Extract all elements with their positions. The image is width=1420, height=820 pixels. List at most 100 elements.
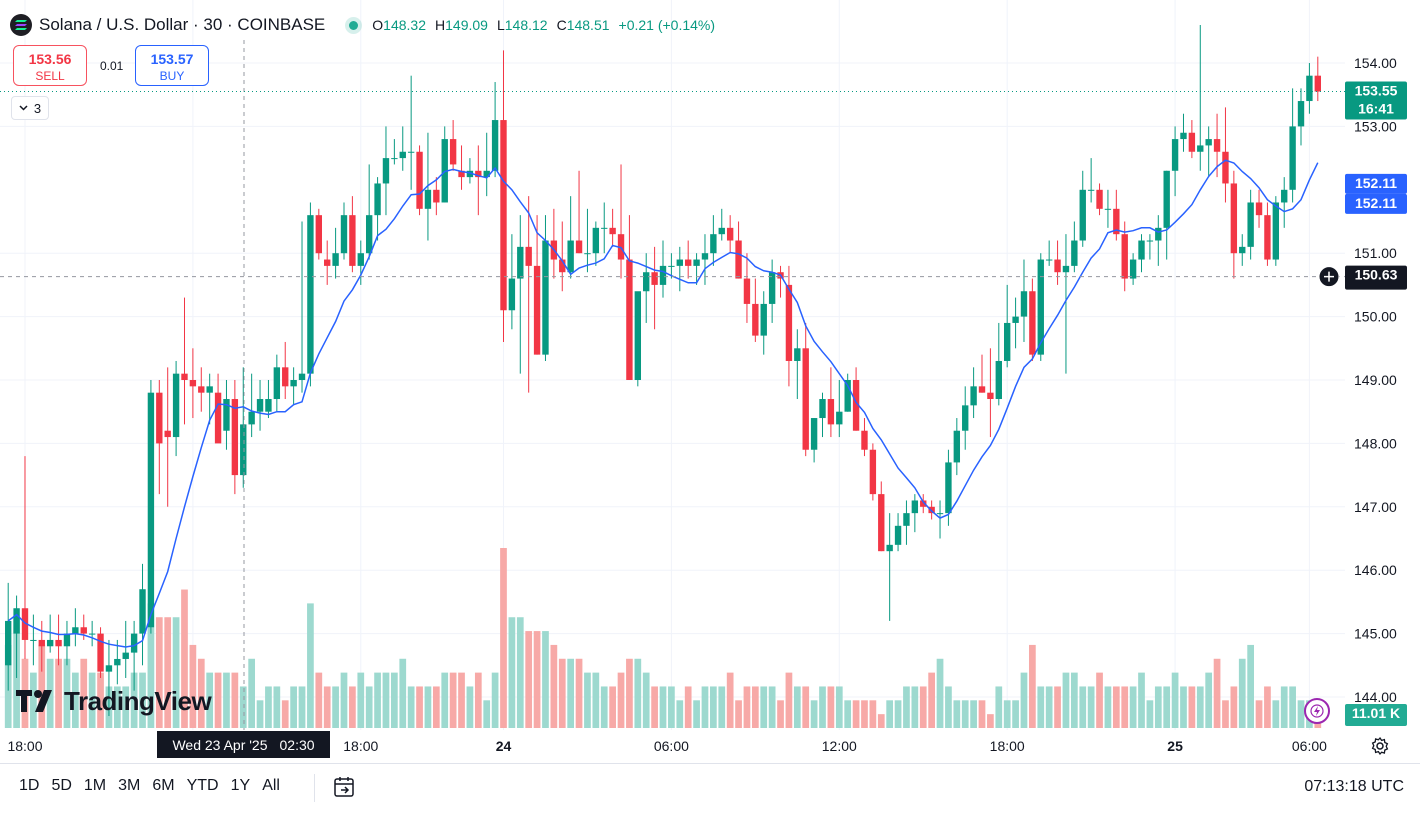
sell-button[interactable]: 153.56 SELL: [13, 45, 87, 86]
price-tick-label: 149.00: [1354, 372, 1397, 388]
candle-body: [701, 253, 709, 260]
volume-bar: [1272, 700, 1280, 728]
volume-bar: [718, 686, 726, 728]
range-button-ytd[interactable]: YTD: [186, 777, 219, 794]
range-button-3m[interactable]: 3M: [118, 777, 141, 794]
volume-bar: [449, 672, 457, 728]
candle-body: [533, 265, 541, 355]
tradingview-logo[interactable]: TradingView: [16, 686, 212, 716]
candle-body: [936, 513, 944, 515]
volume-bar: [307, 603, 314, 728]
candle-body: [122, 652, 129, 659]
volume-bar: [273, 686, 281, 728]
candle-body: [206, 386, 213, 393]
volume-bar: [508, 617, 516, 728]
range-button-5d[interactable]: 5D: [51, 777, 72, 794]
volume-bar: [466, 686, 474, 728]
candle-body: [214, 392, 222, 444]
candle-body: [340, 215, 348, 254]
volume-bar: [626, 658, 633, 728]
indicators-toggle[interactable]: 3: [11, 96, 49, 120]
volume-bar: [155, 617, 163, 728]
candle-body: [920, 500, 927, 507]
candle-body: [852, 380, 860, 431]
symbol-title[interactable]: Solana / U.S. Dollar · 30 · COINBASE: [39, 15, 326, 34]
date-range-buttons: 1D 5D 1M 3M 6M YTD 1Y All: [13, 777, 286, 795]
calendar-goto-icon[interactable]: [332, 775, 356, 804]
candle-body: [760, 303, 767, 336]
price-tick-label: 144.00: [1354, 689, 1397, 705]
candle-body: [1205, 139, 1212, 146]
range-button-1m[interactable]: 1M: [83, 777, 107, 794]
candle-body: [1087, 189, 1095, 191]
range-button-1d[interactable]: 1D: [19, 777, 40, 794]
volume-bar: [63, 658, 71, 728]
volume-bar: [835, 686, 843, 728]
candle-body: [63, 633, 71, 647]
volume-bar: [852, 700, 860, 728]
volume-bar: [483, 700, 491, 728]
time-tick-label: 18:00: [7, 738, 42, 754]
volume-bar: [1280, 686, 1288, 728]
volume-bar: [432, 686, 440, 728]
candle-body: [80, 627, 87, 634]
volume-bar: [500, 548, 507, 728]
volume-bar: [987, 714, 994, 728]
volume-bar: [1012, 700, 1019, 728]
volume-bar: [1003, 700, 1011, 728]
volume-bar: [584, 672, 591, 728]
volume-bar: [416, 686, 423, 728]
candle-body: [886, 544, 893, 552]
candle-body: [1264, 215, 1271, 260]
utc-clock[interactable]: 07:13:18 UTC: [1304, 778, 1404, 795]
flash-icon[interactable]: [1304, 698, 1330, 724]
volume-bar: [1029, 644, 1036, 728]
change-value: +0.21 (+0.14%): [618, 17, 716, 33]
volume-bar: [265, 686, 272, 728]
volume-bar: [391, 672, 398, 728]
buy-button[interactable]: 153.57 BUY: [135, 45, 209, 86]
volume-bar: [793, 686, 801, 728]
volume-bar: [88, 672, 96, 728]
range-button-all[interactable]: All: [262, 777, 280, 794]
volume-bar: [1289, 686, 1296, 728]
candle-body: [752, 303, 759, 336]
candle-body: [1239, 246, 1246, 254]
price-tick-label: 145.00: [1354, 626, 1397, 642]
range-button-1y[interactable]: 1Y: [230, 777, 251, 794]
candle-body: [1230, 183, 1238, 254]
settings-gear-icon[interactable]: [1370, 736, 1390, 761]
bottom-toolbar: 1D 5D 1M 3M 6M YTD 1Y All 07:13:18 UTC: [0, 763, 1420, 812]
range-button-6m[interactable]: 6M: [152, 777, 175, 794]
candle-body: [147, 392, 155, 628]
market-status-icon[interactable]: [349, 20, 359, 30]
volume-bar: [458, 672, 465, 728]
volume-bar: [768, 686, 776, 728]
candle-body: [248, 411, 255, 425]
volume-bar: [1037, 686, 1045, 728]
volume-bar: [55, 658, 62, 728]
volume-bar: [1297, 700, 1305, 728]
volume-bar: [827, 686, 835, 728]
volume-bar: [1096, 672, 1103, 728]
candle-body: [491, 120, 499, 171]
tradingview-icon: [16, 690, 52, 712]
volume-bar: [785, 672, 793, 728]
candle-body: [130, 633, 138, 653]
candle-body: [903, 513, 910, 526]
volume-bar: [861, 700, 868, 728]
candle-body: [894, 525, 902, 545]
volume-bar: [751, 686, 759, 728]
candle-body: [1146, 240, 1154, 242]
volume-bar: [642, 672, 650, 728]
crosshair-plus-icon[interactable]: [1318, 266, 1340, 288]
volume-bar: [1247, 644, 1255, 728]
candle-body: [315, 215, 322, 254]
volume-bar: [139, 672, 146, 728]
candle-body: [97, 633, 104, 672]
candle-body: [1306, 75, 1313, 102]
candle-body: [1213, 139, 1221, 152]
candle-body: [693, 259, 700, 266]
